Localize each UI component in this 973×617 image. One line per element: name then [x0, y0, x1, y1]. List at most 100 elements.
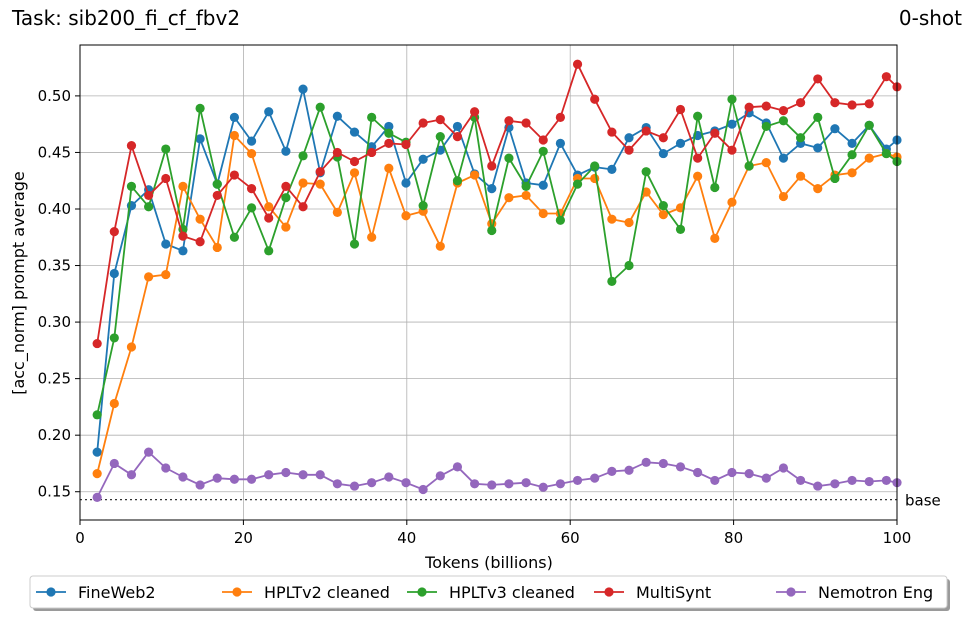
data-point — [864, 120, 874, 130]
legend-label: HPLTv2 cleaned — [264, 583, 390, 602]
data-point — [161, 269, 171, 280]
data-point — [761, 158, 771, 168]
series-nemotron-eng — [92, 447, 902, 502]
data-point — [710, 182, 720, 193]
data-point — [418, 484, 428, 495]
data-point — [418, 200, 428, 211]
data-point — [332, 111, 342, 121]
data-point — [675, 104, 686, 115]
legend-label: FineWeb2 — [78, 583, 156, 602]
data-point — [607, 164, 617, 175]
data-point — [693, 171, 703, 181]
data-point — [795, 133, 806, 143]
y-tick-label: 0.30 — [38, 313, 71, 331]
data-point — [109, 227, 119, 237]
data-point — [504, 116, 514, 126]
data-point — [641, 187, 651, 197]
series-multisynt — [92, 59, 902, 349]
data-point — [813, 481, 823, 491]
data-point — [487, 480, 497, 490]
x-tick-label: 40 — [397, 529, 416, 547]
data-point — [710, 233, 720, 243]
data-point — [572, 59, 583, 69]
data-point — [109, 458, 119, 469]
y-tick-label: 0.50 — [38, 87, 71, 105]
x-tick-label: 80 — [724, 529, 743, 547]
data-point — [195, 214, 205, 224]
data-point — [264, 213, 274, 223]
data-point — [813, 112, 823, 122]
data-point — [830, 124, 840, 134]
shot-label: 0-shot — [899, 6, 962, 30]
data-point — [92, 338, 102, 349]
y-tick-label: 0.35 — [38, 257, 71, 275]
data-point — [229, 474, 240, 484]
data-point — [246, 184, 257, 194]
data-point — [847, 475, 857, 486]
legend-marker — [786, 587, 796, 597]
data-point — [92, 410, 102, 420]
data-point — [349, 239, 360, 249]
y-tick-label: 0.40 — [38, 200, 71, 218]
data-point — [92, 469, 102, 479]
data-point — [264, 246, 274, 256]
data-point — [161, 239, 171, 249]
y-tick-label: 0.15 — [38, 483, 71, 501]
legend-label: Nemotron Eng — [818, 583, 933, 602]
data-point — [572, 475, 583, 486]
data-point — [624, 217, 634, 228]
data-point — [778, 153, 789, 163]
data-point — [624, 260, 634, 271]
data-point — [212, 179, 222, 189]
data-point — [435, 115, 445, 125]
baseline: base — [80, 492, 941, 510]
data-point — [795, 475, 806, 486]
data-point — [144, 447, 154, 457]
data-point — [195, 480, 205, 490]
data-point — [504, 153, 514, 163]
y-tick-label: 0.25 — [38, 370, 71, 388]
data-point — [452, 132, 463, 142]
data-point — [298, 151, 308, 161]
data-point — [298, 178, 308, 188]
data-point — [367, 232, 377, 242]
data-point — [246, 474, 257, 484]
series-group — [92, 59, 902, 502]
data-point — [349, 127, 360, 137]
data-point — [864, 99, 874, 109]
data-point — [624, 145, 634, 155]
data-point — [212, 190, 222, 201]
data-point — [246, 203, 257, 213]
data-point — [795, 98, 806, 108]
y-tick-label: 0.45 — [38, 143, 71, 161]
data-point — [641, 457, 651, 467]
data-point — [281, 146, 291, 156]
data-point — [590, 94, 600, 104]
data-point — [538, 482, 548, 492]
data-point — [246, 136, 257, 146]
data-point — [864, 476, 874, 487]
data-point — [178, 246, 188, 256]
data-point — [246, 148, 257, 159]
baseline-label: base — [905, 492, 941, 510]
plot-frame — [79, 44, 898, 521]
data-point — [229, 130, 240, 141]
data-point — [693, 153, 703, 163]
series-hpltv2-cleaned — [92, 130, 902, 479]
data-point — [452, 121, 463, 132]
legend-item: HPLTv3 cleaned — [407, 583, 575, 602]
data-point — [744, 469, 754, 479]
data-point — [315, 470, 325, 480]
data-point — [349, 481, 360, 491]
data-point — [778, 463, 789, 473]
data-point — [109, 398, 119, 409]
data-point — [693, 111, 703, 121]
data-point — [607, 214, 617, 224]
data-point — [538, 208, 548, 219]
data-point — [161, 463, 171, 473]
data-point — [384, 472, 394, 482]
data-point — [761, 101, 771, 111]
data-point — [607, 127, 617, 137]
data-point — [384, 121, 394, 132]
